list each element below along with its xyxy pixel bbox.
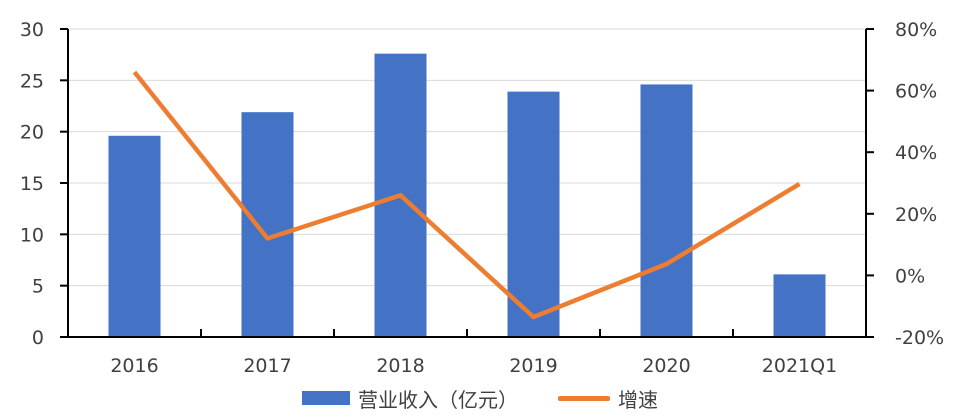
x-axis-label: 2016 (110, 355, 158, 377)
bar-2020 (640, 84, 693, 337)
x-axis-label: 2020 (642, 355, 690, 377)
left-axis-labels: 0 5 10 15 20 25 30 (20, 19, 44, 349)
legend: 营业收入（亿元） 增速 (0, 384, 960, 412)
growth-polyline (132, 70, 801, 320)
axes (60, 28, 874, 338)
right-axis-label: -20% (895, 327, 944, 349)
x-axis-labels: 2016 2017 2018 2019 2020 2021Q1 (110, 355, 837, 377)
growth-line (132, 70, 801, 320)
legend-item-growth: 增速 (558, 384, 658, 413)
legend-label-growth: 增速 (618, 387, 658, 412)
left-axis-label: 20 (20, 122, 44, 144)
right-axis-label: 80% (895, 19, 937, 41)
combo-chart: 0 5 10 15 20 25 30 -20% 0% 20% 40% 60% 80% 2016 2017… (20, 19, 944, 377)
legend-label-revenue: 营业收入（亿元） (358, 387, 518, 412)
right-axis-label: 0% (895, 265, 925, 287)
right-axis-label: 20% (895, 204, 937, 226)
left-axis-label: 5 (32, 276, 44, 298)
bar-2017 (241, 112, 294, 337)
right-axis-label: 60% (895, 81, 937, 103)
x-axis-label: 2018 (376, 355, 424, 377)
bar-2019 (507, 91, 560, 337)
x-axis-label: 2017 (243, 355, 291, 377)
line-swatch-icon (558, 395, 610, 401)
right-axis-label: 40% (895, 142, 937, 164)
x-axis-label: 2019 (509, 355, 557, 377)
x-axis-label: 2021Q1 (762, 355, 837, 377)
left-axis-label: 0 (32, 327, 44, 349)
bar-2016 (108, 135, 161, 337)
left-axis-label: 25 (20, 70, 44, 92)
revenue-bars (108, 53, 826, 337)
bar-2021Q1 (773, 274, 826, 337)
left-axis-label: 30 (20, 19, 44, 41)
left-axis-label: 15 (20, 173, 44, 195)
gridlines (68, 28, 866, 338)
right-axis-labels: -20% 0% 20% 40% 60% 80% (895, 19, 944, 349)
legend-item-revenue: 营业收入（亿元） (302, 384, 518, 413)
left-axis-label: 10 (20, 224, 44, 246)
bar-swatch-icon (302, 391, 350, 405)
